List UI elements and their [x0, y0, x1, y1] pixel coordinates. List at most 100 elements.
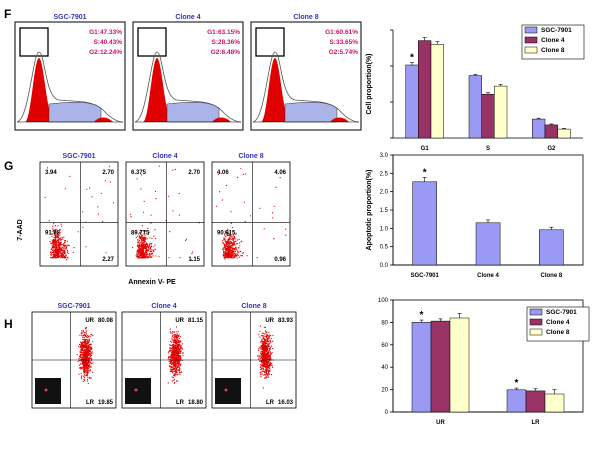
event-dot — [177, 380, 179, 382]
g2-peak — [94, 117, 113, 122]
event-dot — [140, 257, 142, 259]
event-dot — [265, 348, 267, 350]
event-dot — [233, 256, 235, 258]
event-dot — [232, 247, 234, 249]
event-dot — [81, 343, 83, 345]
event-dot — [177, 334, 179, 337]
event-dot — [54, 257, 56, 259]
bar — [412, 181, 437, 266]
event-dot — [136, 255, 138, 257]
event-dot — [83, 345, 85, 347]
event-dot — [154, 248, 156, 250]
event-dot — [84, 334, 86, 336]
event-dot — [86, 368, 88, 370]
event-dot — [174, 381, 176, 384]
event-dot — [175, 369, 177, 371]
x-tick-label: SGC-7901 — [410, 273, 439, 279]
event-dot — [173, 334, 175, 336]
event-dot — [233, 247, 235, 249]
event-dot — [143, 200, 145, 202]
event-dot — [179, 363, 181, 365]
event-dot — [224, 253, 226, 255]
event-dot — [153, 246, 155, 248]
event-dot — [56, 248, 58, 250]
event-dot — [262, 346, 264, 348]
event-dot — [83, 370, 86, 372]
event-dot — [179, 364, 181, 366]
event-dot — [136, 251, 138, 253]
event-dot — [266, 361, 268, 363]
event-dot — [143, 241, 146, 243]
event-dot — [170, 363, 173, 365]
event-dot — [91, 353, 93, 355]
event-dot — [246, 255, 248, 257]
ur-value: 81.15 — [188, 318, 204, 324]
event-dot — [53, 241, 56, 243]
quadrant-ll: 91.08 — [45, 230, 61, 236]
event-dot — [84, 361, 86, 363]
event-dot — [85, 340, 87, 342]
event-dot — [86, 344, 88, 346]
event-dot — [82, 375, 84, 377]
event-dot — [66, 252, 69, 254]
event-dot — [141, 238, 143, 240]
event-dot — [143, 256, 145, 258]
event-dot — [226, 255, 228, 257]
event-dot — [85, 329, 87, 331]
event-dot — [78, 358, 80, 360]
event-dot — [173, 365, 175, 368]
event-dot — [171, 335, 173, 337]
event-dot — [179, 361, 181, 363]
event-dot — [87, 364, 89, 366]
event-dot — [176, 349, 178, 351]
event-dot — [177, 357, 179, 359]
event-dot — [264, 338, 266, 340]
event-dot — [176, 380, 178, 382]
event-dot — [84, 375, 86, 377]
x-tick-label: S — [486, 146, 490, 152]
event-dot — [263, 326, 265, 328]
event-dot — [224, 247, 226, 249]
event-dot — [238, 238, 240, 241]
event-dot — [50, 242, 52, 244]
event-dot — [141, 249, 143, 251]
event-dot — [154, 244, 156, 246]
event-dot — [79, 351, 81, 353]
event-dot — [221, 199, 224, 201]
event-dot — [52, 228, 54, 230]
event-dot — [169, 331, 171, 333]
event-dot — [175, 374, 177, 376]
event-dot — [181, 343, 184, 345]
event-dot — [150, 214, 152, 216]
event-dot — [172, 377, 174, 379]
event-dot — [175, 356, 177, 358]
event-dot — [265, 343, 268, 345]
event-dot — [178, 369, 180, 371]
event-dot — [226, 250, 228, 252]
event-dot — [83, 340, 85, 342]
lr-value: 19.85 — [98, 400, 114, 406]
event-dot — [243, 252, 245, 254]
event-dot — [227, 242, 229, 244]
event-dot — [86, 346, 88, 348]
event-dot — [141, 234, 144, 237]
event-dot — [136, 245, 138, 247]
legend-swatch — [524, 36, 538, 44]
event-dot — [78, 343, 81, 346]
event-dot — [62, 250, 65, 252]
event-dot — [266, 355, 268, 358]
event-dot — [265, 332, 267, 334]
bar — [430, 320, 451, 413]
event-dot — [143, 247, 146, 249]
event-dot — [57, 241, 59, 243]
bar — [525, 390, 546, 413]
event-dot — [171, 376, 173, 378]
event-dot — [149, 255, 151, 258]
event-dot — [66, 248, 68, 250]
ur-lr-bar-chart: 0 20 40 60 80 100 UR * LR * SGC-7901 Clone 4 Clone 8 — [378, 298, 590, 426]
event-dot — [141, 225, 143, 227]
event-dot — [65, 247, 67, 249]
event-dot — [233, 244, 235, 246]
event-dot — [140, 237, 142, 239]
event-dot — [260, 348, 262, 350]
